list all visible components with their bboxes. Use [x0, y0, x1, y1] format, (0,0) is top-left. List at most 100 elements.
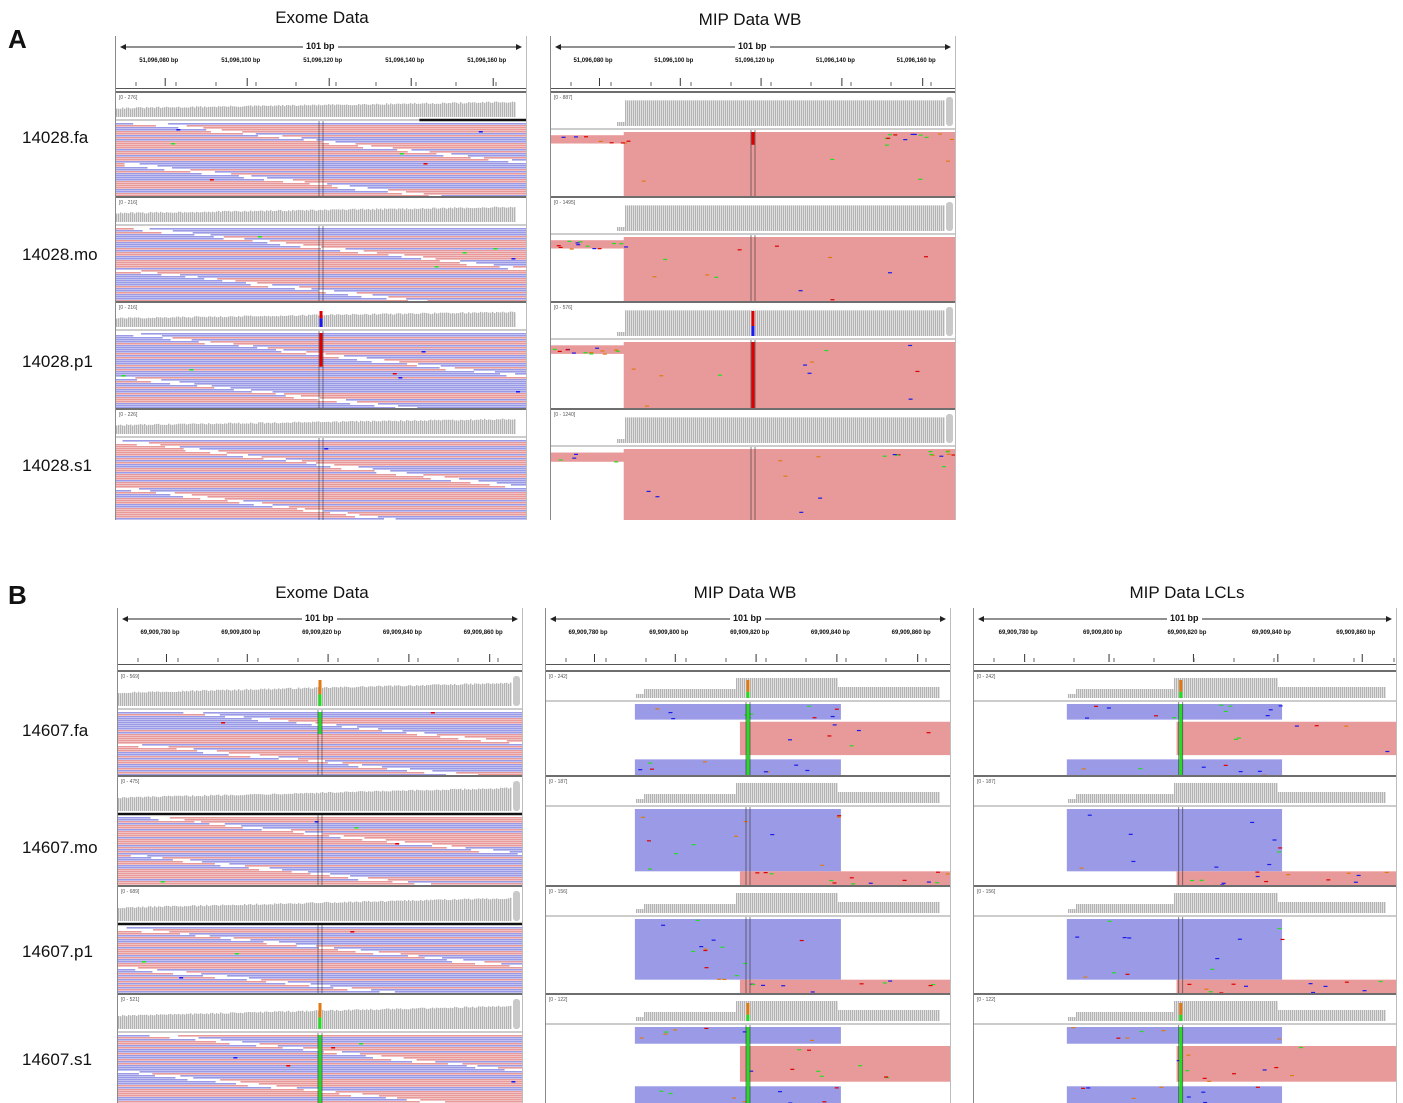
igv-panel-a-exome: 101 bp 51,096,080 bp 51,096,100 bp 51,096,1… [115, 36, 527, 520]
coverage-histogram [636, 678, 940, 698]
read-stack [551, 449, 955, 520]
coverage-range: [0 - 187] [549, 779, 568, 785]
igv-panel-b-mip-lcl: 101 bp 69,909,780 bp 69,909,800 bp 69,909,8… [973, 608, 1397, 1103]
read-stack [634, 1027, 950, 1103]
track-scrollbar [946, 414, 953, 443]
coverage-range: [0 - 242] [549, 674, 568, 680]
span-label: 101 bp [303, 41, 338, 51]
coverage-range: [0 - 122] [549, 997, 568, 1003]
coverage-range: [0 - 156] [977, 889, 996, 895]
alignment-track: [0 - 216] [116, 196, 526, 303]
alignment-track: [0 - 1240] [551, 408, 955, 520]
alignment-track: [0 - 887] [551, 91, 955, 198]
span-label: 101 bp [730, 613, 765, 623]
coverage-range: [0 - 475] [121, 779, 140, 785]
coverage-range: [0 - 242] [977, 674, 996, 680]
coverage-histogram [1068, 1001, 1386, 1021]
span-label: 101 bp [302, 613, 337, 623]
tick-label: 69,909,780 bp [568, 630, 608, 636]
igv-panel-b-exome: 101 bp 69,909,780 bp 69,909,800 bp 69,909,8… [117, 608, 523, 1103]
read-stack [634, 809, 950, 885]
coverage-histogram [636, 1001, 940, 1021]
coverage-histogram [116, 206, 516, 222]
coverage-range: [0 - 576] [554, 305, 573, 311]
read-stack [118, 712, 522, 776]
sample-label: 14607.p1 [22, 942, 93, 961]
read-stack [551, 342, 955, 408]
coverage-range: [0 - 276] [119, 95, 138, 101]
igv-panel-a-mip-wb: 101 bp 51,096,080 bp 51,096,100 bp 51,096,1… [550, 36, 956, 520]
coverage-histogram [118, 787, 512, 811]
read-stack [116, 333, 526, 409]
igv-panel-b-mip-wb: 101 bp 69,909,780 bp 69,909,800 bp 69,909,8… [545, 608, 951, 1103]
tick-label: 51,096,080 bp [139, 58, 179, 64]
alignment-track: [0 - 276] [116, 91, 526, 198]
coverage-histogram [116, 418, 516, 434]
coverage-range: [0 - 216] [119, 200, 138, 206]
tick-label: 69,909,780 bp [998, 630, 1038, 636]
alignment-track: [0 - 475] [118, 775, 522, 887]
coverage-range: [0 - 156] [549, 889, 568, 895]
read-stack [634, 919, 950, 993]
coverage-range: [0 - 689] [121, 889, 140, 895]
genome-ruler: 101 bp 51,096,080 bp 51,096,100 bp 51,096,1… [551, 36, 955, 89]
alignment-track: [0 - 576] [551, 301, 955, 410]
coverage-range: [0 - 1240] [554, 412, 576, 418]
sample-label: 14028.fa [22, 128, 89, 147]
panel-b-title-exome: Exome Data [275, 583, 369, 602]
tick-label: 69,909,820 bp [302, 630, 342, 636]
tick-label: 51,096,100 bp [654, 58, 694, 64]
panel-letter-b: B [8, 580, 27, 610]
genome-ruler: 101 bp 69,909,780 bp 69,909,800 bp 69,909,8… [974, 608, 1396, 665]
panel-b-title-mip-lcl: MIP Data LCLs [1129, 583, 1245, 602]
track-scrollbar [513, 999, 520, 1029]
coverage-histogram [1068, 678, 1386, 698]
tick-label: 69,909,860 bp [463, 630, 503, 636]
track-scrollbar [513, 676, 520, 706]
tick-label: 69,909,840 bp [810, 630, 850, 636]
tick-label: 69,909,860 bp [891, 630, 931, 636]
track-scrollbar [513, 891, 520, 921]
sample-label: 14607.mo [22, 838, 98, 857]
coverage-range: [0 - 1495] [554, 200, 576, 206]
read-stack [634, 704, 950, 775]
tick-label: 51,096,140 bp [815, 58, 855, 64]
tick-label: 51,096,160 bp [467, 58, 507, 64]
coverage-histogram [1068, 893, 1386, 913]
genome-ruler: 101 bp 69,909,780 bp 69,909,800 bp 69,909,8… [118, 608, 522, 665]
tick-label: 69,909,800 bp [649, 630, 689, 636]
track-scrollbar [946, 307, 953, 336]
tick-label: 69,909,840 bp [1251, 630, 1291, 636]
alignment-track: [0 - 156] [546, 885, 950, 995]
read-stack [118, 1035, 522, 1103]
read-stack [116, 123, 526, 197]
read-stack [116, 440, 526, 520]
read-stack [1066, 704, 1396, 776]
coverage-histogram [116, 311, 516, 327]
read-stack [551, 132, 955, 196]
tick-label: 69,909,820 bp [1167, 630, 1207, 636]
tick-label: 69,909,840 bp [382, 630, 422, 636]
alignment-track: [0 - 226] [116, 408, 526, 520]
alignment-track: [0 - 187] [974, 775, 1396, 887]
track-scrollbar [946, 202, 953, 231]
span-label: 101 bp [735, 41, 770, 51]
track-scrollbar [946, 97, 953, 126]
coverage-histogram [617, 205, 945, 231]
panel-a-title-mip-wb: MIP Data WB [698, 10, 802, 29]
coverage-range: [0 - 226] [119, 412, 138, 418]
read-stack [116, 228, 526, 302]
coverage-histogram [118, 1003, 512, 1029]
tick-label: 69,909,820 bp [730, 630, 770, 636]
read-stack [1066, 1027, 1396, 1103]
tick-label: 69,909,780 bp [140, 630, 180, 636]
coverage-histogram [118, 897, 512, 921]
tick-label: 51,096,100 bp [221, 58, 261, 64]
alignment-track: [0 - 122] [546, 993, 950, 1103]
alignment-track: [0 - 242] [546, 670, 950, 777]
coverage-histogram [617, 310, 945, 336]
alignment-track: [0 - 1495] [551, 196, 955, 303]
track-scrollbar [513, 781, 520, 811]
panel-a-title-exome: Exome Data [275, 8, 369, 27]
read-stack [118, 817, 522, 885]
